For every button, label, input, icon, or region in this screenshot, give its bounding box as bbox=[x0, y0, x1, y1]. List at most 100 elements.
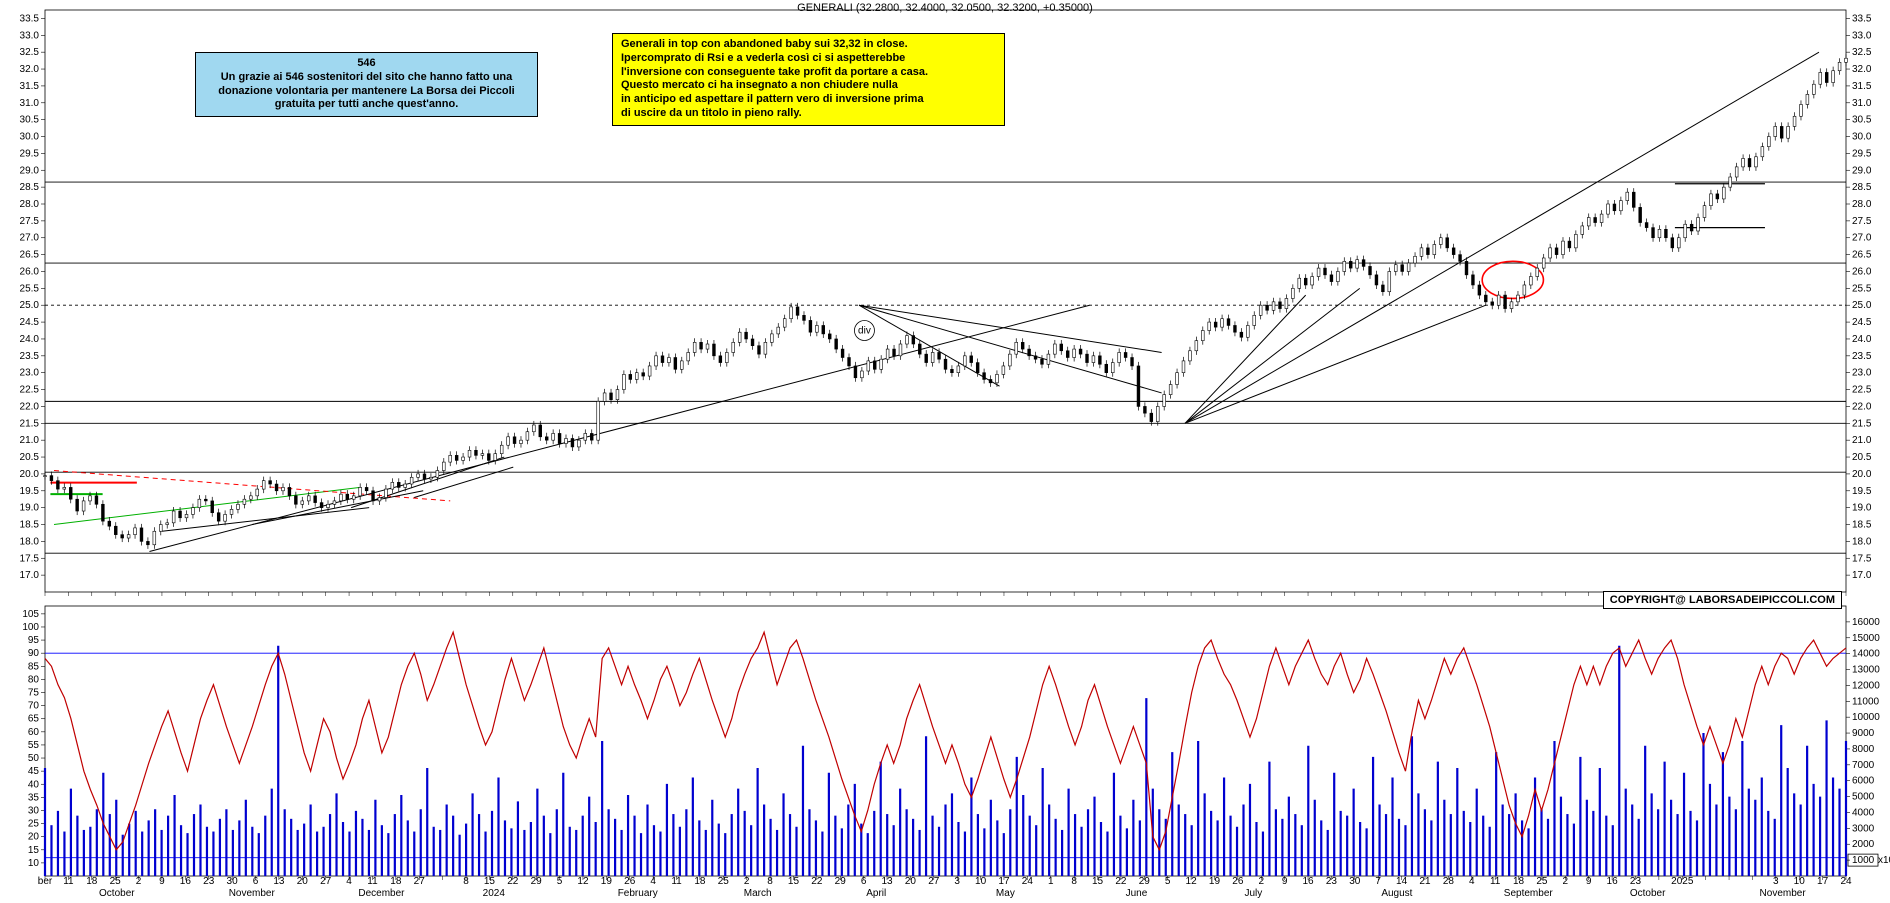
svg-text:26.0: 26.0 bbox=[1852, 266, 1872, 277]
svg-text:8: 8 bbox=[463, 876, 469, 887]
svg-text:18.0: 18.0 bbox=[20, 536, 40, 547]
svg-text:31.0: 31.0 bbox=[20, 98, 40, 109]
svg-text:25.0: 25.0 bbox=[20, 300, 40, 311]
svg-text:100: 100 bbox=[22, 622, 39, 633]
svg-text:26.5: 26.5 bbox=[1852, 250, 1872, 261]
svg-text:5: 5 bbox=[1165, 876, 1171, 887]
svg-text:28.0: 28.0 bbox=[1852, 199, 1872, 210]
svg-text:29.0: 29.0 bbox=[20, 165, 40, 176]
svg-text:21.5: 21.5 bbox=[1852, 418, 1872, 429]
svg-text:August: August bbox=[1381, 888, 1412, 899]
svg-text:July: July bbox=[1244, 888, 1262, 899]
svg-text:18.5: 18.5 bbox=[20, 520, 40, 531]
svg-text:27.0: 27.0 bbox=[20, 233, 40, 244]
svg-text:13: 13 bbox=[881, 876, 893, 887]
svg-text:30: 30 bbox=[227, 876, 239, 887]
svg-text:23: 23 bbox=[203, 876, 215, 887]
svg-text:2: 2 bbox=[1563, 876, 1569, 887]
svg-text:20.0: 20.0 bbox=[20, 469, 40, 480]
svg-text:4: 4 bbox=[650, 876, 656, 887]
svg-text:22: 22 bbox=[1115, 876, 1127, 887]
svg-text:28: 28 bbox=[1443, 876, 1455, 887]
svg-text:19.5: 19.5 bbox=[1852, 486, 1872, 497]
svg-text:29: 29 bbox=[835, 876, 847, 887]
svg-text:16: 16 bbox=[180, 876, 192, 887]
svg-text:20.5: 20.5 bbox=[20, 452, 40, 463]
svg-text:ber: ber bbox=[38, 876, 53, 887]
svg-text:33.0: 33.0 bbox=[1852, 30, 1872, 41]
svg-text:2: 2 bbox=[136, 876, 142, 887]
svg-text:6000: 6000 bbox=[1852, 776, 1875, 787]
svg-text:x1000: x1000 bbox=[1878, 855, 1890, 866]
svg-text:19.0: 19.0 bbox=[20, 503, 40, 514]
svg-text:19.0: 19.0 bbox=[1852, 503, 1872, 514]
svg-text:25: 25 bbox=[1536, 876, 1548, 887]
svg-text:May: May bbox=[996, 888, 1015, 899]
svg-text:20: 20 bbox=[28, 832, 40, 843]
svg-text:24.0: 24.0 bbox=[20, 334, 40, 345]
svg-text:17.0: 17.0 bbox=[20, 570, 40, 581]
svg-text:April: April bbox=[866, 888, 886, 899]
svg-text:10: 10 bbox=[1794, 876, 1806, 887]
svg-text:23.0: 23.0 bbox=[1852, 368, 1872, 379]
svg-text:3: 3 bbox=[954, 876, 960, 887]
svg-text:18: 18 bbox=[1513, 876, 1525, 887]
svg-text:22: 22 bbox=[507, 876, 519, 887]
svg-text:33.0: 33.0 bbox=[20, 30, 40, 41]
svg-text:25.0: 25.0 bbox=[1852, 300, 1872, 311]
svg-text:25: 25 bbox=[110, 876, 122, 887]
svg-text:16: 16 bbox=[1607, 876, 1619, 887]
svg-text:5000: 5000 bbox=[1852, 792, 1875, 803]
svg-text:22.0: 22.0 bbox=[20, 401, 40, 412]
svg-text:23: 23 bbox=[1630, 876, 1642, 887]
svg-text:22.5: 22.5 bbox=[20, 385, 40, 396]
svg-text:10: 10 bbox=[975, 876, 987, 887]
svg-text:26.5: 26.5 bbox=[20, 250, 40, 261]
svg-text:15000: 15000 bbox=[1852, 633, 1880, 644]
svg-text:7000: 7000 bbox=[1852, 760, 1875, 771]
svg-text:17.5: 17.5 bbox=[20, 553, 40, 564]
svg-text:27: 27 bbox=[928, 876, 940, 887]
svg-text:June: June bbox=[1126, 888, 1148, 899]
svg-text:6: 6 bbox=[861, 876, 867, 887]
svg-text:25.5: 25.5 bbox=[1852, 283, 1872, 294]
svg-text:23.0: 23.0 bbox=[20, 368, 40, 379]
svg-text:23.5: 23.5 bbox=[1852, 351, 1872, 362]
svg-text:div: div bbox=[858, 326, 871, 337]
svg-text:17.5: 17.5 bbox=[1852, 553, 1872, 564]
svg-text:30.5: 30.5 bbox=[20, 115, 40, 126]
svg-text:30.0: 30.0 bbox=[1852, 132, 1872, 143]
svg-text:14: 14 bbox=[1396, 876, 1408, 887]
svg-text:September: September bbox=[1504, 888, 1554, 899]
svg-text:28.5: 28.5 bbox=[1852, 182, 1872, 193]
svg-text:31.0: 31.0 bbox=[1852, 98, 1872, 109]
svg-text:4: 4 bbox=[346, 876, 352, 887]
copyright-label: COPYRIGHT@ LABORSADEIPICCOLI.COM bbox=[1603, 591, 1842, 609]
svg-text:27.5: 27.5 bbox=[1852, 216, 1872, 227]
svg-text:9: 9 bbox=[1282, 876, 1288, 887]
svg-text:12000: 12000 bbox=[1852, 680, 1880, 691]
svg-text:3000: 3000 bbox=[1852, 823, 1875, 834]
svg-text:35: 35 bbox=[28, 792, 40, 803]
svg-text:8: 8 bbox=[1071, 876, 1077, 887]
svg-text:30: 30 bbox=[28, 805, 40, 816]
svg-text:19.5: 19.5 bbox=[20, 486, 40, 497]
svg-text:October: October bbox=[99, 888, 135, 899]
svg-text:11: 11 bbox=[63, 876, 74, 887]
svg-text:33.5: 33.5 bbox=[1852, 13, 1872, 24]
svg-text:31.5: 31.5 bbox=[1852, 81, 1872, 92]
svg-text:22: 22 bbox=[811, 876, 823, 887]
svg-text:11: 11 bbox=[1490, 876, 1501, 887]
svg-text:24.5: 24.5 bbox=[1852, 317, 1872, 328]
svg-text:17.0: 17.0 bbox=[1852, 570, 1872, 581]
svg-text:15: 15 bbox=[484, 876, 496, 887]
svg-text:30: 30 bbox=[1349, 876, 1361, 887]
svg-text:22.5: 22.5 bbox=[1852, 385, 1872, 396]
svg-text:November: November bbox=[1760, 888, 1807, 899]
svg-text:28.0: 28.0 bbox=[20, 199, 40, 210]
svg-text:2000: 2000 bbox=[1852, 839, 1875, 850]
svg-text:28.5: 28.5 bbox=[20, 182, 40, 193]
svg-text:18: 18 bbox=[694, 876, 706, 887]
svg-text:33.5: 33.5 bbox=[20, 13, 40, 24]
svg-text:1: 1 bbox=[1048, 876, 1054, 887]
